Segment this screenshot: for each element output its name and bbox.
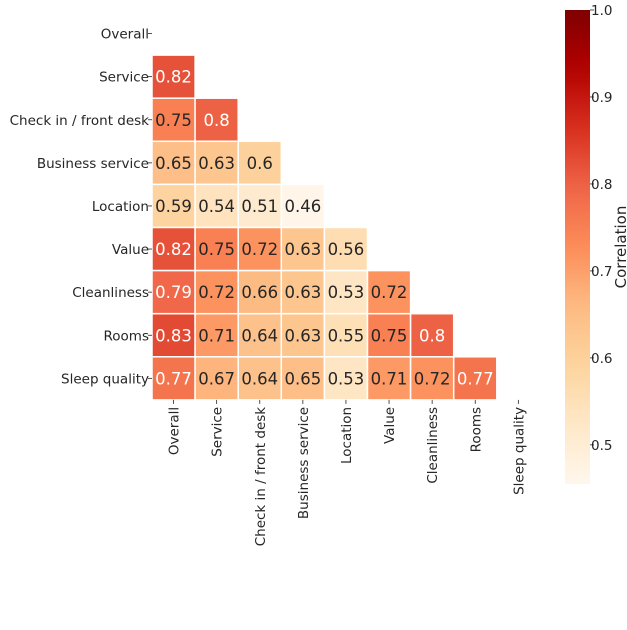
colorbar-tick-label: 0.7 bbox=[591, 264, 612, 280]
y-tick-label: Overall bbox=[101, 27, 149, 43]
cell-value-label: 0.75 bbox=[198, 240, 235, 259]
cell-value-label: 0.72 bbox=[371, 283, 408, 302]
colorbar-tick-label: 0.5 bbox=[591, 438, 612, 454]
heatmap-cells bbox=[152, 55, 497, 400]
cell-value-label: 0.65 bbox=[155, 154, 192, 173]
cell-value-label: 0.53 bbox=[328, 369, 365, 388]
x-tick-label: Value bbox=[382, 407, 398, 444]
cell-value-label: 0.67 bbox=[198, 369, 235, 388]
cell-value-label: 0.79 bbox=[155, 283, 192, 302]
y-tick-label: Value bbox=[112, 242, 149, 258]
cell-value-label: 0.8 bbox=[419, 326, 445, 345]
x-axis-tick-labels: Overall Service Check in / front desk Busin… bbox=[167, 400, 528, 546]
cell-value-label: 0.71 bbox=[198, 326, 235, 345]
cell-value-label: 0.83 bbox=[155, 326, 192, 345]
y-tick-label: Business service bbox=[37, 156, 149, 172]
cell-value-label: 0.64 bbox=[241, 326, 278, 345]
y-axis-tick-labels: Overall Service Check in / front desk Busin… bbox=[10, 27, 152, 388]
cell-value-label: 0.71 bbox=[371, 369, 408, 388]
x-tick-label: Check in / front desk bbox=[253, 407, 269, 547]
cell-value-label: 0.72 bbox=[241, 240, 278, 259]
colorbar: 0.5 0.6 0.7 0.8 0.9 1.0 Correlation bbox=[565, 3, 627, 484]
cell-value-label: 0.82 bbox=[155, 240, 192, 259]
cell-value-label: 0.63 bbox=[284, 240, 321, 259]
colorbar-tick-label: 0.6 bbox=[591, 351, 612, 367]
colorbar-tick-label: 1.0 bbox=[591, 3, 612, 19]
colorbar-tick-label: 0.8 bbox=[591, 177, 612, 193]
cell-value-label: 0.63 bbox=[284, 326, 321, 345]
cell-value-label: 0.63 bbox=[198, 154, 235, 173]
y-tick-label: Service bbox=[99, 70, 149, 86]
colorbar-tick-label: 0.9 bbox=[591, 90, 612, 106]
colorbar-gradient bbox=[565, 10, 590, 484]
heatmap-plot-area: 0.82 0.75 0.8 0.65 0.63 0.6 0.59 0.54 0.51 0.46 0.… bbox=[10, 3, 627, 546]
cell-value-label: 0.8 bbox=[204, 111, 230, 130]
x-tick-label: Service bbox=[210, 407, 226, 457]
y-tick-label: Check in / front desk bbox=[10, 113, 150, 129]
x-tick-label: Rooms bbox=[468, 407, 484, 452]
cell-value-label: 0.64 bbox=[241, 369, 278, 388]
cell-value-label: 0.77 bbox=[457, 369, 494, 388]
cell-value-label: 0.46 bbox=[284, 197, 321, 216]
cell-value-label: 0.75 bbox=[371, 326, 408, 345]
cell-value-label: 0.77 bbox=[155, 369, 192, 388]
y-tick-label: Sleep quality bbox=[61, 371, 149, 387]
cell-value-label: 0.65 bbox=[284, 369, 321, 388]
x-tick-label: Overall bbox=[167, 407, 183, 455]
colorbar-ticks: 0.5 0.6 0.7 0.8 0.9 1.0 bbox=[590, 3, 612, 454]
y-tick-label: Location bbox=[92, 199, 149, 215]
cell-value-label: 0.72 bbox=[198, 283, 235, 302]
x-tick-label: Cleanliness bbox=[425, 407, 441, 484]
cell-value-label: 0.63 bbox=[284, 283, 321, 302]
x-tick-label: Location bbox=[339, 407, 355, 464]
colorbar-label: Correlation bbox=[612, 206, 627, 289]
cell-value-label: 0.51 bbox=[241, 197, 278, 216]
x-tick-label: Business service bbox=[296, 407, 312, 519]
cell-value-label: 0.6 bbox=[247, 154, 273, 173]
cell-value-label: 0.56 bbox=[328, 240, 365, 259]
cell-value-label: 0.59 bbox=[155, 197, 192, 216]
x-tick-label: Sleep quality bbox=[511, 407, 527, 495]
y-tick-label: Cleanliness bbox=[72, 285, 149, 301]
cell-value-label: 0.53 bbox=[328, 283, 365, 302]
cell-value-label: 0.72 bbox=[414, 369, 451, 388]
y-tick-label: Rooms bbox=[104, 328, 149, 344]
cell-value-label: 0.55 bbox=[328, 326, 365, 345]
cell-value-label: 0.54 bbox=[198, 197, 235, 216]
cell-value-label: 0.82 bbox=[155, 68, 192, 87]
cell-value-label: 0.66 bbox=[241, 283, 278, 302]
cell-value-label: 0.75 bbox=[155, 111, 192, 130]
